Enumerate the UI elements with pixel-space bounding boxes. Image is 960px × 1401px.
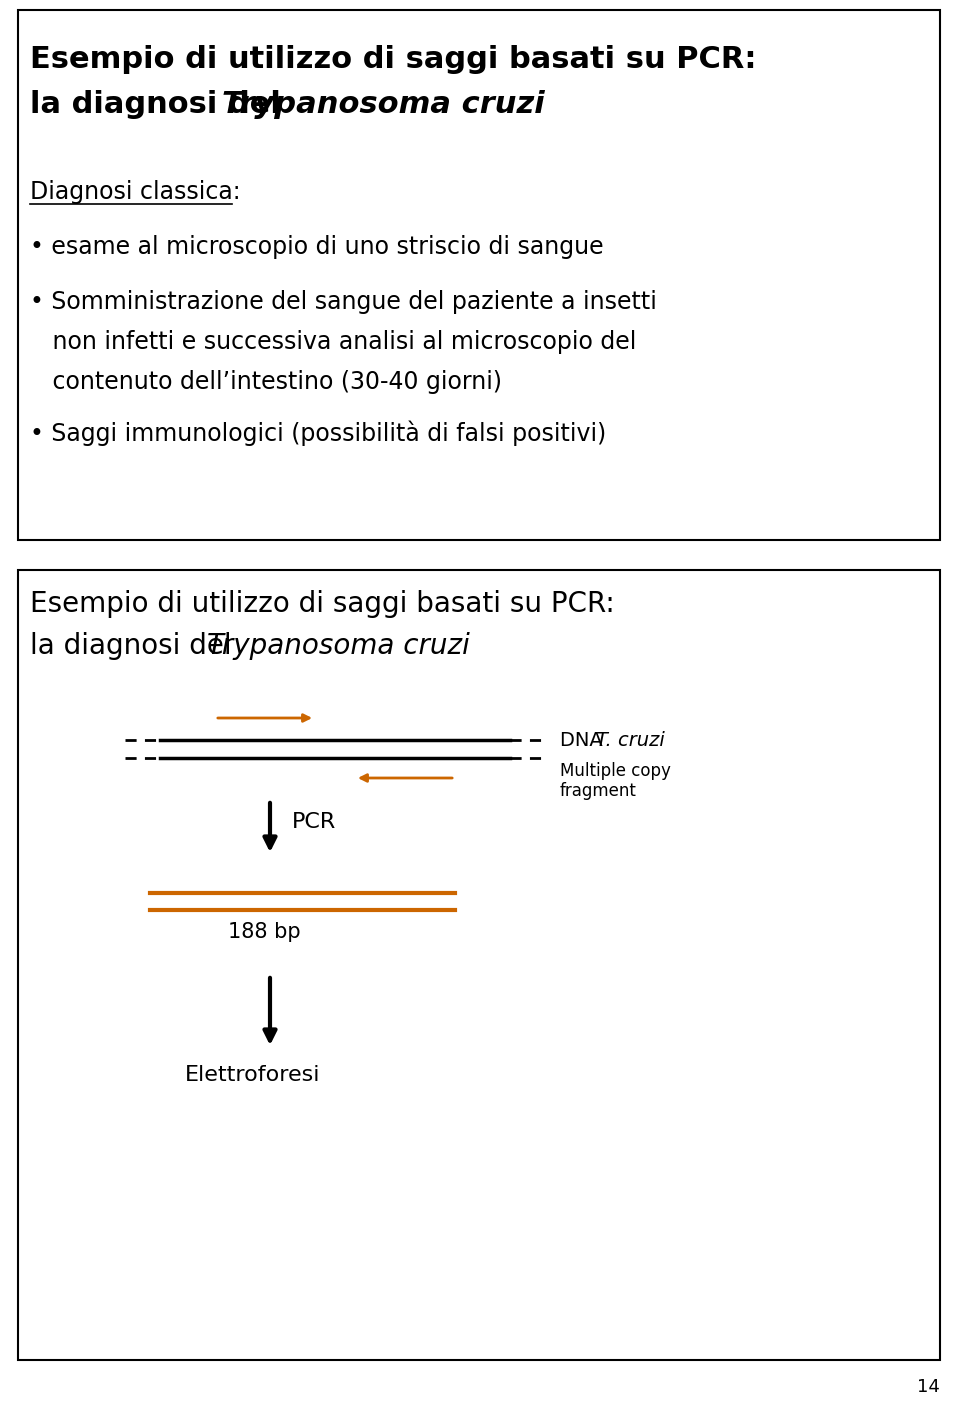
Text: non infetti e successiva analisi al microscopio del: non infetti e successiva analisi al micr… <box>30 331 636 354</box>
Text: T. cruzi: T. cruzi <box>596 730 664 750</box>
Text: fragment: fragment <box>560 782 636 800</box>
Text: • Saggi immunologici (possibilità di falsi positivi): • Saggi immunologici (possibilità di fal… <box>30 420 607 446</box>
Bar <box>18 10 940 539</box>
Text: Trypanosoma cruzi: Trypanosoma cruzi <box>207 632 469 660</box>
Text: contenuto dell’intestino (30-40 giorni): contenuto dell’intestino (30-40 giorni) <box>30 370 502 394</box>
Bar <box>18 570 940 1360</box>
Text: 188 bp: 188 bp <box>228 922 300 941</box>
Text: PCR: PCR <box>292 813 336 832</box>
Text: la diagnosi del: la diagnosi del <box>30 90 292 119</box>
Text: Esempio di utilizzo di saggi basati su PCR:: Esempio di utilizzo di saggi basati su P… <box>30 45 756 74</box>
Text: • Somministrazione del sangue del paziente a insetti: • Somministrazione del sangue del pazien… <box>30 290 657 314</box>
Text: la diagnosi del: la diagnosi del <box>30 632 241 660</box>
Text: • esame al microscopio di uno striscio di sangue: • esame al microscopio di uno striscio d… <box>30 235 604 259</box>
Text: DNA: DNA <box>560 730 609 750</box>
Text: 14: 14 <box>917 1379 940 1395</box>
Text: Trypanosoma cruzi: Trypanosoma cruzi <box>222 90 544 119</box>
Text: Multiple copy: Multiple copy <box>560 762 671 780</box>
Text: Diagnosi classica:: Diagnosi classica: <box>30 179 241 205</box>
Text: Esempio di utilizzo di saggi basati su PCR:: Esempio di utilizzo di saggi basati su P… <box>30 590 614 618</box>
Text: Elettroforesi: Elettroforesi <box>185 1065 321 1084</box>
